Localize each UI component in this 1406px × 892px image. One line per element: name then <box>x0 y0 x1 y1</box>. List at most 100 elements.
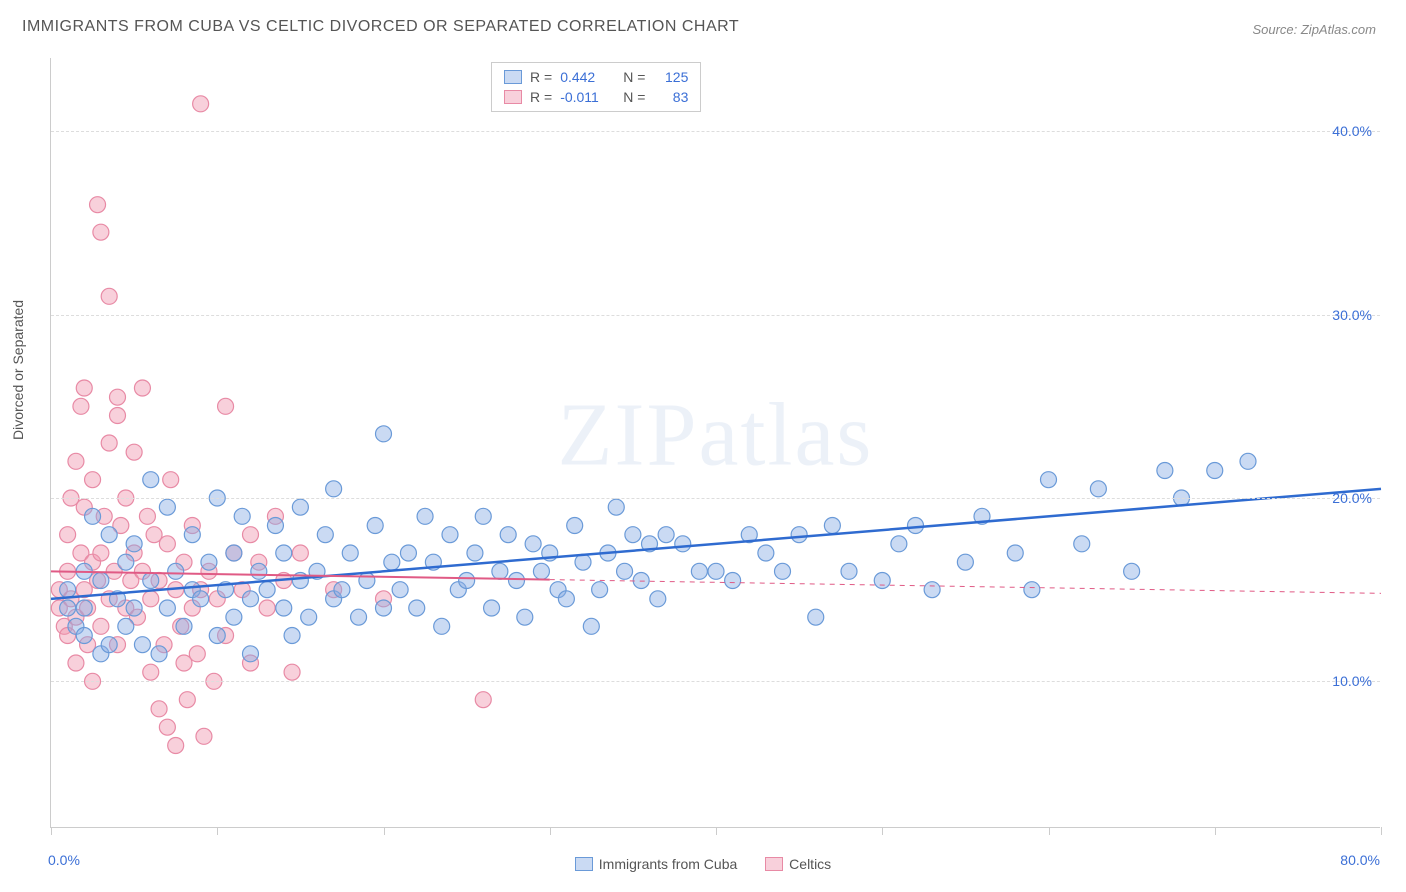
data-point <box>1041 472 1057 488</box>
data-point <box>267 518 283 534</box>
legend-correlation: R = 0.442 N = 125 R = -0.011 N = 83 <box>491 62 701 112</box>
data-point <box>226 609 242 625</box>
data-point <box>292 545 308 561</box>
data-point <box>908 518 924 534</box>
data-point <box>791 527 807 543</box>
data-point <box>708 563 724 579</box>
data-point <box>351 609 367 625</box>
data-point <box>143 591 159 607</box>
grid-line <box>51 131 1380 132</box>
data-point <box>168 563 184 579</box>
chart-title: IMMIGRANTS FROM CUBA VS CELTIC DIVORCED … <box>22 18 739 36</box>
data-point <box>193 591 209 607</box>
data-point <box>1024 582 1040 598</box>
data-point <box>725 573 741 589</box>
data-point <box>159 536 175 552</box>
data-point <box>841 563 857 579</box>
data-point <box>775 563 791 579</box>
n-label-1: N = <box>623 69 645 85</box>
data-point <box>392 582 408 598</box>
data-point <box>567 518 583 534</box>
data-point <box>126 600 142 616</box>
data-point <box>1007 545 1023 561</box>
data-point <box>284 628 300 644</box>
data-point <box>874 573 890 589</box>
data-point <box>134 380 150 396</box>
data-point <box>924 582 940 598</box>
data-point <box>76 600 92 616</box>
legend-swatch-icon <box>575 857 593 871</box>
data-point <box>196 728 212 744</box>
data-point <box>434 618 450 634</box>
data-point <box>484 600 500 616</box>
legend-label-1: Immigrants from Cuba <box>599 856 737 872</box>
x-tick <box>384 827 385 835</box>
source-value: ZipAtlas.com <box>1301 22 1376 37</box>
data-point <box>73 398 89 414</box>
data-point <box>276 600 292 616</box>
data-point <box>625 527 641 543</box>
x-tick <box>1381 827 1382 835</box>
plot-area: ZIPatlas R = 0.442 N = 125 R = -0.011 N … <box>50 58 1380 828</box>
trend-line <box>51 489 1381 599</box>
data-point <box>475 508 491 524</box>
data-point <box>139 508 155 524</box>
data-point <box>367 518 383 534</box>
data-point <box>110 389 126 405</box>
n-value-1: 125 <box>653 69 688 85</box>
data-point <box>533 563 549 579</box>
data-point <box>159 499 175 515</box>
chart-container: IMMIGRANTS FROM CUBA VS CELTIC DIVORCED … <box>0 0 1406 892</box>
data-point <box>824 518 840 534</box>
data-point <box>93 573 109 589</box>
data-point <box>1207 463 1223 479</box>
swatch-series-1 <box>504 70 522 84</box>
data-point <box>93 618 109 634</box>
data-point <box>633 573 649 589</box>
data-point <box>234 508 250 524</box>
swatch-series-2 <box>504 90 522 104</box>
data-point <box>276 545 292 561</box>
data-point <box>459 573 475 589</box>
data-point <box>101 435 117 451</box>
data-point <box>85 472 101 488</box>
data-point <box>93 545 109 561</box>
data-point <box>617 563 633 579</box>
data-point <box>326 481 342 497</box>
data-point <box>168 738 184 754</box>
data-point <box>1074 536 1090 552</box>
r-label-1: R = <box>530 69 552 85</box>
r-value-1: 0.442 <box>560 69 615 85</box>
y-tick-label: 20.0% <box>1332 490 1372 506</box>
y-axis-label: Divorced or Separated <box>10 300 26 440</box>
legend-label-2: Celtics <box>789 856 831 872</box>
data-point <box>60 582 76 598</box>
legend-swatch-icon <box>765 857 783 871</box>
data-point <box>143 664 159 680</box>
data-point <box>118 618 134 634</box>
r-value-2: -0.011 <box>560 89 615 105</box>
data-point <box>650 591 666 607</box>
data-point <box>376 426 392 442</box>
data-point <box>1124 563 1140 579</box>
data-point <box>159 719 175 735</box>
data-point <box>126 444 142 460</box>
data-point <box>259 582 275 598</box>
data-point <box>85 508 101 524</box>
data-point <box>525 536 541 552</box>
legend-row-series-1: R = 0.442 N = 125 <box>504 67 688 87</box>
data-point <box>60 527 76 543</box>
source-attribution: Source: ZipAtlas.com <box>1252 22 1376 37</box>
data-point <box>492 563 508 579</box>
x-tick <box>882 827 883 835</box>
plot-svg <box>51 58 1380 827</box>
source-label: Source: <box>1252 22 1300 37</box>
data-point <box>342 545 358 561</box>
data-point <box>243 646 259 662</box>
data-point <box>143 573 159 589</box>
x-tick <box>716 827 717 835</box>
data-point <box>118 554 134 570</box>
data-point <box>284 664 300 680</box>
data-point <box>658 527 674 543</box>
data-point <box>1090 481 1106 497</box>
